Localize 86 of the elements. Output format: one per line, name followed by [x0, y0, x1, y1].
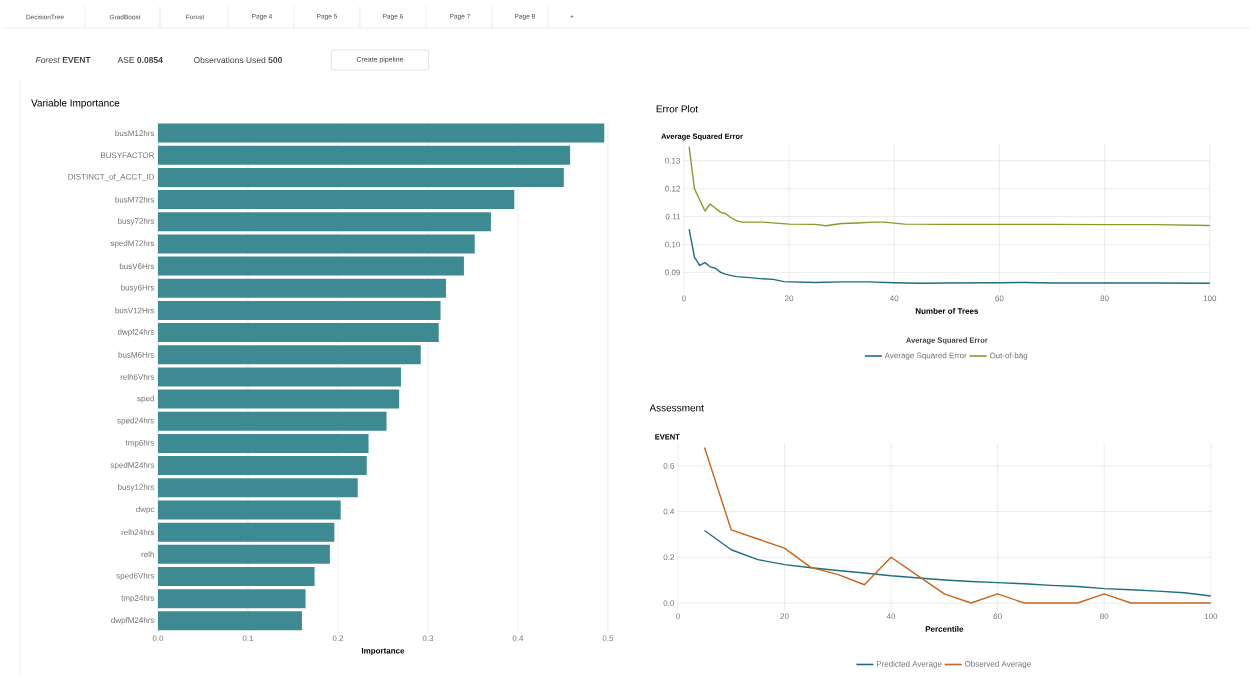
x-tick-label: 0.4 [512, 635, 524, 642]
x-tick-label: 0 [681, 295, 686, 302]
bar [157, 456, 367, 476]
x-tick-label: 40 [886, 613, 896, 620]
y-tick-label: busV6Hrs [119, 263, 155, 269]
y-tick-label: busM12hrs [115, 130, 155, 136]
y-tick-label: sped6Vhrs [116, 572, 155, 581]
x-tick-label: 20 [785, 295, 794, 302]
x-tick-label: 20 [780, 613, 789, 620]
legend-label: Predicted Average [876, 660, 942, 669]
bar [157, 234, 475, 254]
x-tick-label: 80 [1100, 295, 1109, 302]
x-tick-label: 60 [993, 613, 1002, 620]
bar [157, 123, 605, 143]
x-tick-label: 0.1 [242, 635, 254, 642]
x-tick-label: 0.5 [602, 635, 614, 642]
text: Forest EVENT [35, 56, 91, 63]
x-axis-title: Importance [361, 647, 405, 656]
x-tick-label: 40 [890, 295, 899, 302]
y-tick-label: busy12hrs [118, 484, 155, 492]
bar [157, 411, 387, 431]
y-tick-label: 0.0 [663, 600, 675, 606]
y-tick-label: tmp6hrs [125, 439, 155, 448]
y-tick-label: busM6Hrs [118, 351, 155, 358]
x-tick-label: 0 [675, 613, 680, 620]
y-tick-label: dwpf24hrs [117, 328, 155, 337]
x-tick-label: 0.3 [422, 635, 434, 642]
y-tick-label: 0.6 [663, 462, 675, 469]
y-tick-label: DISTINCT_of_ACCT_ID [68, 173, 155, 182]
y-tick-label: dwpfM24hrs [111, 617, 155, 625]
bar [157, 611, 302, 631]
y-tick-label: busy6Hrs [121, 284, 155, 292]
text: ASE 0.0854 [117, 56, 163, 63]
bar [157, 278, 446, 298]
y-tick-label: busy72hrs [118, 217, 155, 226]
x-tick-label: 60 [995, 295, 1004, 302]
bar [157, 167, 564, 187]
x-axis-title: Number of Trees [915, 307, 979, 314]
y-tick-label: busM72hrs [115, 196, 155, 203]
y-tick-label: 0.11 [665, 213, 680, 220]
bar [157, 389, 400, 409]
y-tick-label: sped24hrs [117, 417, 155, 425]
bar [157, 190, 515, 210]
legend-label: Average Squared Error [884, 352, 967, 360]
y-tick-label: dwpc [136, 506, 155, 514]
bar [157, 345, 421, 365]
y-tick-label: 0.09 [665, 269, 680, 276]
bar [157, 589, 306, 609]
bar [157, 544, 330, 564]
y-tick-label: spedM24hrs [110, 461, 155, 470]
y-tick-label: spedM72hrs [110, 240, 155, 248]
y-tick-label: tmp24hrs [121, 594, 155, 603]
y-tick-label: relh6Vhrs [120, 373, 155, 380]
chart-title: Error Plot [656, 105, 699, 113]
x-tick-label: 100 [1203, 295, 1217, 302]
y-tick-label: 0.13 [665, 157, 681, 164]
bar [157, 433, 369, 453]
bar [157, 522, 335, 542]
bar [157, 367, 401, 387]
x-tick-label: 100 [1204, 613, 1218, 620]
bar [157, 323, 439, 343]
x-axis-title: Percentile [925, 625, 964, 632]
y-tick-label: relh [141, 551, 154, 558]
x-tick-label: 0.2 [332, 635, 344, 642]
y-tick-label: relh24hrs [121, 529, 155, 536]
bar [157, 300, 441, 320]
bar [157, 478, 358, 498]
y-tick-label: busV12Hrs [115, 307, 155, 314]
legend-label: Out-of-bag [989, 352, 1028, 360]
x-tick-label: 80 [1100, 613, 1109, 620]
y-tick-label: BUSYFACTOR [101, 152, 155, 159]
legend-label: Observed Average [964, 660, 1031, 669]
y-tick-label: 0.2 [663, 554, 674, 561]
text: Variable Importance [31, 99, 120, 109]
bar [157, 145, 571, 165]
text: Observations Used 500 [193, 56, 282, 64]
bar [157, 212, 491, 232]
y-tick-label: sped [137, 395, 154, 403]
chart-title: Assessment [649, 404, 704, 412]
bar [157, 566, 315, 586]
bar [157, 500, 341, 520]
y-tick-label: 0.4 [663, 508, 675, 515]
y-tick-label: 0.10 [665, 241, 681, 248]
x-tick-label: 0.0 [152, 635, 164, 642]
y-tick-label: 0.12 [665, 185, 680, 192]
bar [157, 256, 464, 276]
